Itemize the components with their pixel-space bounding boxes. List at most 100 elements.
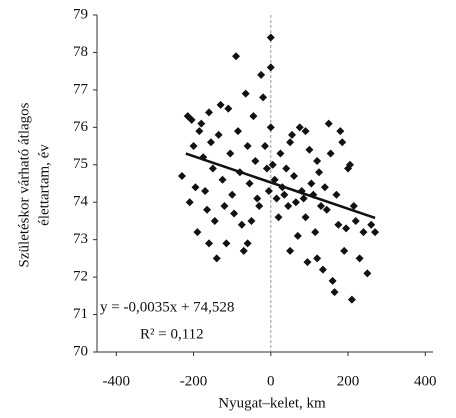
point: [313, 254, 322, 263]
point: [177, 172, 186, 181]
y-tick-label: 73: [73, 231, 88, 247]
r-squared: R² = 0,112: [140, 326, 204, 342]
y-tick-label: 74: [73, 194, 89, 210]
point: [210, 216, 219, 225]
point: [326, 149, 335, 158]
point: [262, 164, 271, 173]
point: [218, 175, 227, 184]
point: [345, 160, 354, 169]
point: [205, 108, 213, 117]
point: [195, 127, 204, 136]
point: [291, 198, 300, 207]
point: [284, 201, 293, 210]
point: [342, 224, 351, 233]
point: [272, 194, 281, 203]
x-tick-label: 200: [337, 373, 360, 389]
point: [305, 145, 314, 154]
y-axis-title: élettartam, év: [36, 144, 52, 226]
point: [371, 228, 380, 237]
point: [338, 138, 347, 147]
y-tick-label: 75: [73, 156, 88, 172]
point: [276, 149, 285, 158]
equation: y = -0,0035x + 74,528: [100, 299, 234, 315]
point: [228, 190, 237, 199]
point: [237, 220, 246, 229]
point: [293, 231, 302, 240]
point: [328, 276, 337, 285]
point: [222, 239, 231, 248]
point: [286, 246, 295, 255]
point: [203, 205, 212, 214]
point: [355, 254, 364, 263]
point: [191, 183, 200, 192]
x-tick-label: 400: [414, 373, 437, 389]
point: [288, 130, 297, 139]
point: [359, 228, 368, 237]
point: [249, 112, 258, 121]
y-tick-label: 70: [73, 343, 88, 359]
point: [187, 115, 196, 124]
point: [266, 123, 275, 132]
point: [295, 123, 304, 132]
point: [336, 127, 345, 136]
point: [247, 216, 256, 225]
point: [301, 127, 310, 136]
point: [330, 288, 339, 297]
point: [264, 186, 273, 195]
point: [253, 194, 262, 203]
point: [349, 201, 358, 210]
point: [299, 194, 308, 203]
point: [245, 179, 254, 188]
point: [185, 198, 194, 207]
point: [303, 258, 312, 267]
point: [324, 119, 333, 128]
point: [226, 149, 235, 158]
point: [214, 130, 223, 139]
point: [313, 157, 322, 166]
point: [266, 63, 275, 72]
point: [233, 127, 242, 136]
point: [239, 246, 248, 255]
y-tick-label: 71: [73, 306, 88, 322]
x-axis-title: Nyugat–kelet, km: [218, 395, 326, 411]
point: [286, 138, 295, 147]
point: [332, 190, 341, 199]
x-tick-label: -200: [180, 373, 208, 389]
point: [205, 239, 213, 248]
point: [315, 168, 324, 177]
point: [212, 254, 221, 263]
point: [220, 201, 229, 210]
point: [322, 205, 331, 214]
point: [224, 104, 233, 113]
point: [257, 70, 266, 79]
point: [193, 228, 202, 237]
point: [251, 157, 260, 166]
trendline: [185, 152, 376, 220]
point: [208, 164, 217, 173]
point: [206, 138, 215, 147]
y-tick-label: 77: [73, 81, 89, 97]
point: [311, 228, 320, 237]
point: [282, 164, 291, 173]
y-axis-title: Születéskor várható átlagos: [16, 102, 32, 267]
point: [216, 100, 225, 109]
point: [232, 52, 241, 61]
point: [197, 119, 206, 128]
point: [317, 201, 325, 210]
point: [270, 175, 279, 184]
point: [266, 33, 275, 42]
point: [363, 269, 372, 278]
point: [320, 183, 329, 192]
y-tick-label: 78: [73, 44, 88, 60]
point: [289, 172, 298, 181]
point: [259, 93, 268, 102]
point: [307, 179, 316, 188]
point: [243, 239, 252, 248]
point: [318, 265, 327, 274]
x-tick-label: -400: [103, 373, 131, 389]
y-tick-label: 79: [73, 6, 88, 22]
point: [261, 142, 269, 151]
point: [340, 246, 349, 255]
point: [255, 201, 264, 210]
